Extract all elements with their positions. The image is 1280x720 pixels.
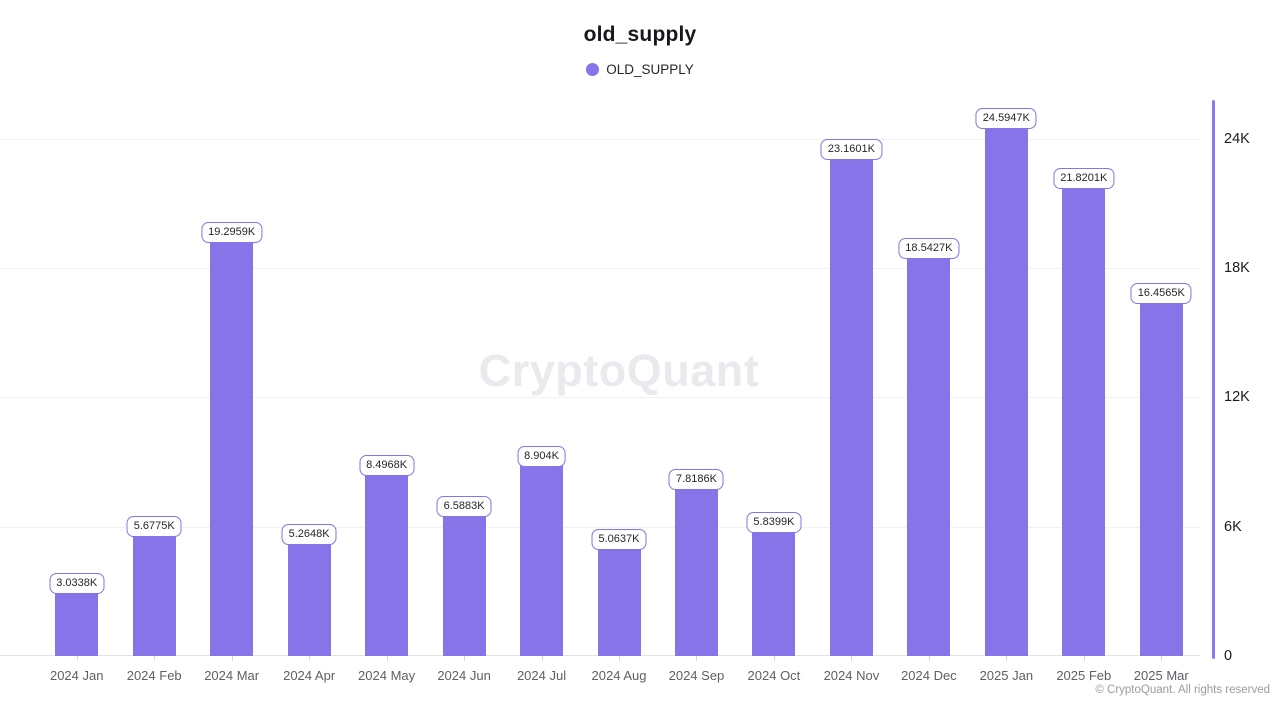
y-tick-label: 18K [1224, 259, 1250, 276]
gridline [0, 526, 1200, 528]
bar-2024-sep[interactable] [674, 487, 718, 656]
bar-2024-mar[interactable] [210, 239, 254, 656]
y-tick-label: 0 [1224, 648, 1233, 664]
y-tick-label: 6K [1224, 518, 1242, 535]
x-axis-tick [773, 656, 775, 661]
legend[interactable]: OLD_SUPPLY [0, 62, 1280, 77]
x-tick-label: 2025 Mar [1133, 668, 1189, 683]
legend-marker-icon [586, 63, 600, 76]
chart-title: old_supply [583, 23, 697, 46]
bar-2024-feb[interactable] [132, 533, 176, 656]
x-axis-tick [231, 656, 233, 661]
x-axis-tick [541, 656, 543, 661]
x-axis-tick [1006, 656, 1008, 661]
x-tick-label: 2024 Jul [516, 668, 567, 683]
x-axis-tick [696, 656, 698, 661]
bar-value-label: 5.6775K [126, 515, 182, 537]
bar-2024-jan[interactable] [55, 590, 99, 656]
bar-value-label: 7.8186K [668, 469, 724, 491]
x-tick-label: 2024 Mar [204, 668, 260, 683]
x-axis-tick [154, 656, 156, 661]
bar-2025-jan[interactable] [984, 125, 1028, 656]
x-axis-tick [851, 656, 853, 661]
x-tick-label: 2024 Jun [437, 668, 491, 683]
x-tick-label: 2024 Apr [283, 668, 336, 683]
x-tick-label: 2024 Aug [591, 668, 647, 683]
gridline [0, 138, 1200, 140]
x-axis-tick [928, 656, 930, 661]
x-axis-tick [1161, 656, 1163, 661]
bar-2024-apr[interactable] [287, 542, 331, 656]
bar-2024-jun[interactable] [442, 513, 486, 656]
x-tick-label: 2024 Sep [668, 668, 725, 683]
bar-2024-dec[interactable] [907, 256, 951, 656]
bar-2025-mar[interactable] [1139, 301, 1183, 656]
bar-value-label: 16.4565K [1130, 283, 1192, 305]
bar-value-label: 18.5427K [898, 238, 960, 260]
y-tick-label: 12K [1224, 389, 1250, 406]
bar-2024-may[interactable] [365, 472, 409, 656]
bar-value-label: 24.5947K [975, 107, 1037, 129]
bar-value-label: 21.8201K [1053, 167, 1115, 189]
bar-value-label: 6.5883K [436, 495, 492, 517]
x-tick-label: 2024 Jan [49, 668, 104, 683]
x-axis-tick [464, 656, 466, 661]
bar-value-label: 5.0637K [591, 528, 647, 550]
bar-value-label: 19.2959K [201, 221, 263, 243]
bar-2025-feb[interactable] [1062, 185, 1106, 656]
bar-value-label: 5.2648K [281, 524, 337, 546]
bar-2024-oct[interactable] [752, 530, 796, 656]
gridline [0, 267, 1200, 269]
bar-value-label: 23.1601K [820, 138, 882, 160]
bar-2024-aug[interactable] [597, 546, 641, 656]
x-tick-label: 2025 Feb [1056, 668, 1112, 683]
x-tick-label: 2025 Jan [979, 668, 1034, 683]
x-tick-label: 2024 Nov [823, 668, 880, 683]
bar-value-label: 5.8399K [746, 512, 802, 534]
x-axis-tick [76, 656, 78, 661]
bar-2024-jul[interactable] [520, 464, 564, 656]
bar-value-label: 8.904K [517, 446, 566, 467]
x-axis-tick [386, 656, 388, 661]
x-tick-label: 2024 Feb [126, 668, 182, 683]
y-tick-label: 24K [1224, 130, 1250, 147]
x-tick-label: 2024 May [358, 668, 416, 683]
x-axis-tick [309, 656, 311, 661]
gridline [0, 397, 1200, 399]
x-tick-label: 2024 Oct [747, 668, 801, 683]
legend-label: OLD_SUPPLY [606, 62, 694, 77]
x-axis-tick [619, 656, 620, 661]
x-tick-label: 2024 Dec [901, 668, 957, 683]
bar-2024-nov[interactable] [829, 156, 873, 656]
y-axis-line [1212, 100, 1215, 659]
bar-value-label: 8.4968K [359, 454, 415, 476]
copyright-notice: © CryptoQuant. All rights reserved [1095, 684, 1270, 696]
x-axis-tick [1083, 656, 1085, 661]
bar-value-label: 3.0338K [49, 572, 105, 594]
